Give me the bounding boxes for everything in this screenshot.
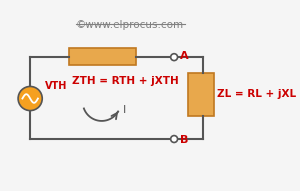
Text: ZTH = RTH + jXTH: ZTH = RTH + jXTH <box>71 76 178 86</box>
Circle shape <box>171 54 178 61</box>
FancyBboxPatch shape <box>69 48 136 65</box>
Text: VTH: VTH <box>45 81 67 91</box>
Circle shape <box>18 87 42 111</box>
Text: A: A <box>180 51 189 61</box>
Text: ZL = RL + jXL: ZL = RL + jXL <box>217 89 296 99</box>
Text: B: B <box>180 135 188 145</box>
Text: ©www.elprocus.com: ©www.elprocus.com <box>75 20 183 30</box>
Circle shape <box>171 136 178 142</box>
FancyBboxPatch shape <box>188 73 214 116</box>
Text: I: I <box>123 105 127 115</box>
